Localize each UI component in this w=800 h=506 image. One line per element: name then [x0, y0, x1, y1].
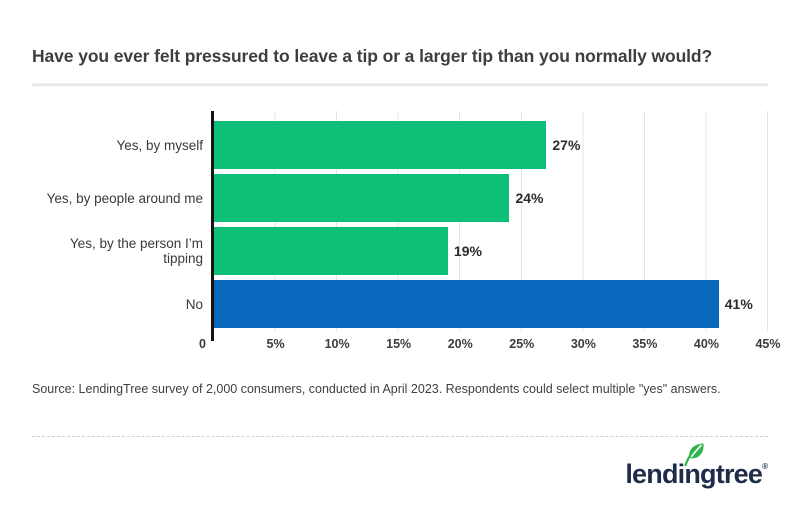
x-tick-label: 20%: [447, 337, 473, 351]
bar: [214, 280, 719, 328]
leaf-icon: [684, 443, 704, 466]
x-tick-label: 5%: [266, 337, 285, 351]
footer: lendingtree®: [32, 443, 768, 489]
category-label: Yes, by the person I’m tipping: [69, 236, 203, 266]
chart-row: Yes, by the person I’m tipping 19%: [32, 227, 768, 275]
value-label: 24%: [515, 190, 544, 206]
lendingtree-logo: lendingtree®: [625, 443, 768, 489]
bar: [214, 174, 510, 222]
x-tick-label: 0: [199, 337, 206, 351]
chart-row: Yes, by people around me 24%: [32, 174, 768, 222]
x-tick-label: 35%: [632, 337, 658, 351]
bar: [214, 227, 448, 275]
category-label: Yes, by myself: [116, 137, 203, 153]
x-tick-label: 40%: [693, 337, 719, 351]
category-label: Yes, by people around me: [46, 190, 203, 206]
source-note: Source: LendingTree survey of 2,000 cons…: [32, 382, 721, 396]
bar: [214, 121, 547, 169]
x-tick-label: 15%: [386, 337, 412, 351]
footer-divider: [32, 436, 768, 437]
chart-row: No 41%: [32, 280, 768, 328]
chart-title: Have you ever felt pressured to leave a …: [32, 46, 713, 66]
x-tick-label: 10%: [324, 337, 350, 351]
chart-row: Yes, by myself 27%: [32, 121, 768, 169]
title-divider: [32, 83, 768, 86]
x-axis-tick-row: 0 5% 10% 15% 20% 25% 30% 35% 40% 45%: [199, 328, 780, 354]
category-label: No: [185, 296, 203, 312]
x-tick-label: 30%: [570, 337, 596, 351]
value-label: 19%: [453, 243, 482, 259]
bar-chart: Yes, by myself 27% Yes, by people around m…: [32, 111, 781, 354]
logo-wordmark: lendingtree: [625, 459, 763, 489]
value-label: 27%: [552, 137, 581, 153]
value-label: 41%: [724, 296, 753, 312]
x-tick-label: 25%: [509, 337, 535, 351]
y-axis-line: [211, 111, 214, 341]
x-tick-label: 45%: [755, 337, 781, 351]
registered-mark-icon: ®: [762, 462, 768, 471]
bar-rows: Yes, by myself 27% Yes, by people around m…: [32, 111, 768, 328]
